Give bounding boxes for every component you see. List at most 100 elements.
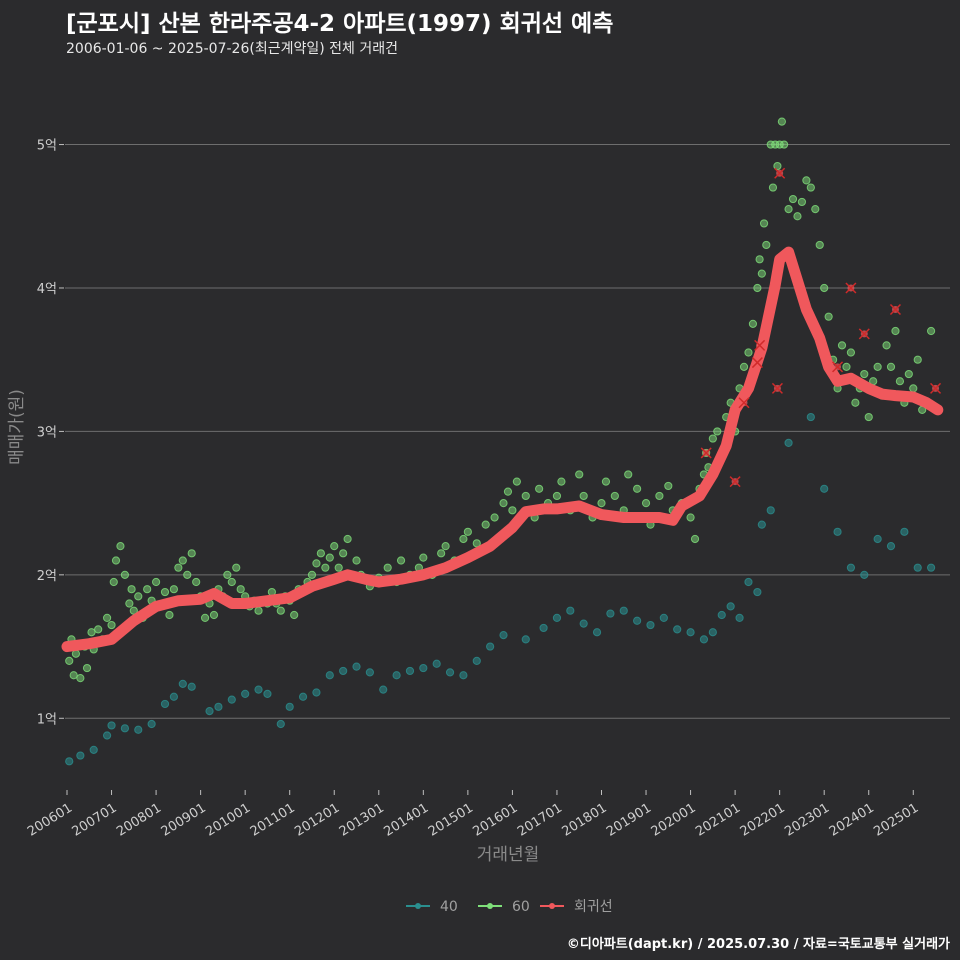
outlier-marker	[700, 447, 712, 459]
y-axis-label: 매매가(원)	[7, 389, 27, 465]
outlier-cross	[930, 382, 942, 394]
x-tick-label: 201901	[604, 801, 654, 840]
grid-lines	[65, 144, 950, 719]
point-60	[396, 556, 406, 565]
point-40	[913, 563, 922, 572]
point-60	[321, 563, 330, 572]
point-60	[601, 477, 611, 486]
point-60	[846, 348, 856, 357]
point-40	[717, 610, 726, 620]
point-60	[111, 556, 121, 565]
x-tick-label: 202101	[693, 801, 743, 840]
x-tick-label: 201001	[203, 801, 253, 840]
point-40	[673, 625, 682, 634]
legend-label: 60	[512, 899, 530, 915]
point-60	[325, 553, 334, 562]
point-40	[214, 702, 223, 711]
point-60	[802, 176, 811, 185]
chart-subtitle: 2006-01-06 ~ 2025-07-26(최근계약일) 전체 거래건	[66, 41, 398, 57]
point-60	[94, 625, 103, 634]
outlier-marker	[845, 282, 857, 294]
point-60	[87, 628, 96, 637]
point-60	[610, 491, 619, 501]
point-60	[655, 491, 664, 501]
outlier-marker	[751, 357, 763, 369]
point-40	[873, 534, 882, 544]
chart-title: [군포시] 산본 한라주공4-2 아파트(1997) 회귀선 예측	[66, 11, 614, 37]
point-60	[490, 513, 499, 522]
legend-swatch-dot	[415, 903, 421, 909]
outlier-marker	[754, 339, 766, 351]
point-60	[76, 674, 85, 683]
point-60	[759, 219, 769, 228]
point-60	[343, 534, 352, 544]
point-40	[102, 731, 112, 740]
point-40	[499, 630, 508, 640]
point-40	[784, 438, 793, 447]
x-tick-label: 201601	[470, 801, 520, 840]
x-axis-label: 거래년월	[477, 845, 540, 865]
point-60	[768, 183, 778, 192]
point-60	[664, 481, 673, 491]
point-40	[365, 668, 374, 677]
outlier-cross	[845, 282, 857, 294]
legend-item-1[interactable]: 60	[478, 899, 530, 915]
point-40	[205, 707, 214, 716]
point-60	[223, 570, 232, 579]
outlier-cross	[774, 167, 786, 179]
point-60	[143, 585, 152, 594]
outlier-marker	[930, 382, 942, 394]
point-60	[777, 117, 786, 126]
point-60	[837, 341, 847, 350]
point-60	[419, 553, 428, 562]
point-60	[793, 212, 802, 221]
point-60	[352, 556, 361, 565]
outlier-marker	[832, 361, 844, 373]
point-40	[432, 659, 441, 668]
point-60	[134, 592, 143, 601]
point-60	[864, 412, 873, 422]
x-tick-label: 201801	[560, 801, 610, 840]
point-40	[89, 745, 98, 754]
point-60	[183, 570, 192, 579]
point-60	[624, 470, 633, 479]
point-60	[441, 542, 450, 551]
point-40	[521, 635, 530, 644]
legend-item-0[interactable]: 40	[406, 899, 458, 915]
point-40	[325, 671, 334, 680]
x-tick-label: 202001	[649, 801, 699, 840]
point-60	[579, 491, 588, 501]
legend[interactable]: 40 60 회귀선	[406, 899, 613, 915]
point-60	[873, 362, 882, 371]
series-40-points	[65, 412, 936, 766]
legend-item-2[interactable]: 회귀선	[540, 899, 613, 915]
outlier-cross	[832, 361, 844, 373]
regression-line-group	[61, 246, 944, 653]
point-60	[330, 542, 339, 551]
point-60	[120, 570, 130, 579]
x-axis-ticks: 2006012007012008012009012010012011012012…	[25, 790, 921, 840]
y-tick-label: 1억	[37, 712, 57, 727]
y-tick-label: 4억	[37, 282, 57, 297]
point-40	[227, 695, 236, 704]
point-40	[820, 484, 829, 493]
point-60	[334, 563, 343, 572]
x-tick-label: 202201	[738, 801, 788, 840]
point-60	[744, 348, 753, 357]
point-60	[109, 577, 118, 587]
point-60	[690, 534, 700, 544]
point-60	[276, 606, 285, 615]
point-40	[579, 619, 588, 628]
point-60	[633, 484, 642, 493]
point-60	[307, 570, 317, 579]
legend-label: 40	[440, 899, 458, 915]
point-60	[339, 549, 348, 558]
outlier-marker	[858, 328, 870, 340]
outlier-marker	[738, 397, 750, 409]
x-tick-label: 200601	[25, 801, 75, 840]
point-60	[165, 610, 174, 620]
point-40	[592, 628, 602, 637]
legend-swatch-dot	[487, 903, 493, 909]
point-40	[160, 699, 170, 709]
point-60	[552, 491, 562, 501]
